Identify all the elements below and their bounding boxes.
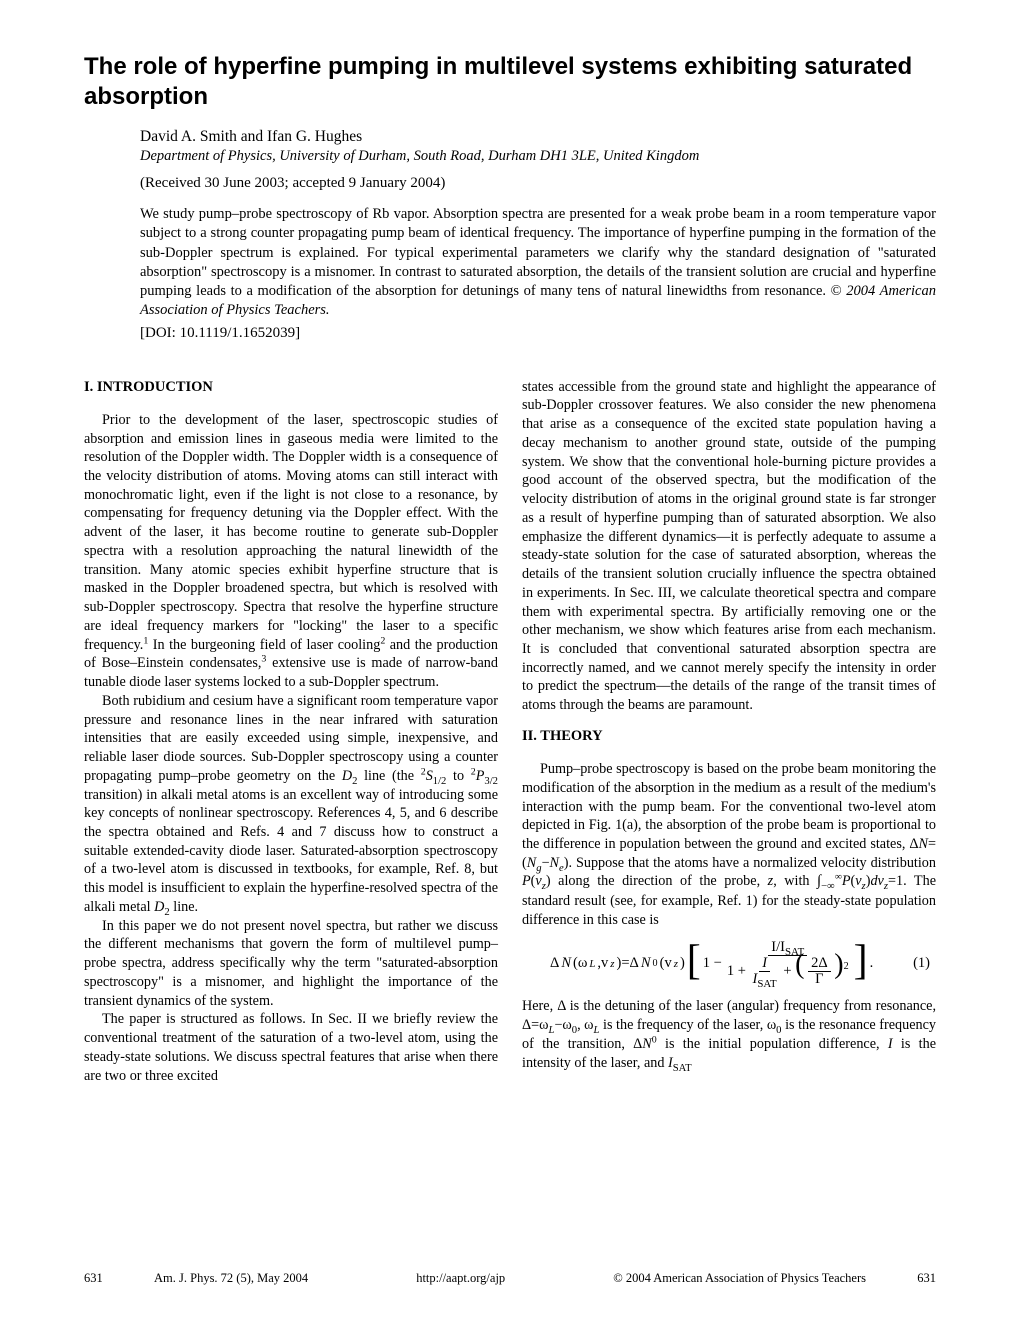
eq-text: ,v — [597, 954, 608, 973]
eq-text: 1 + — [727, 963, 746, 979]
two-column-body: I. INTRODUCTION Prior to the development… — [84, 378, 936, 1086]
eq-text: . — [870, 954, 874, 973]
eq-text: ) — [680, 954, 685, 973]
affiliation: Department of Physics, University of Dur… — [140, 148, 936, 165]
body-text: to — [446, 768, 470, 784]
body-text: line. — [170, 899, 198, 915]
fraction: I ISAT — [750, 956, 780, 987]
doi: [DOI: 10.1119/1.1652039] — [140, 325, 936, 342]
body-text: is the initial population difference, — [657, 1036, 888, 1052]
column-left: I. INTRODUCTION Prior to the development… — [84, 378, 498, 1086]
eq-text: Δ — [550, 954, 559, 973]
eq-text: (ω — [573, 954, 587, 973]
eq-text: + — [783, 963, 791, 979]
body-text: transition) in alkali metal atoms is an … — [84, 787, 498, 915]
eq-text: 1 − — [703, 954, 722, 973]
page-number-left: 631 — [84, 1271, 124, 1286]
paragraph: In this paper we do not present novel sp… — [84, 917, 498, 1011]
eq-text: )=Δ — [617, 954, 639, 973]
body-text: , with — [773, 873, 817, 889]
paren-icon: ( — [795, 949, 804, 980]
bracket-icon: [ — [687, 947, 701, 976]
paren-icon: ) — [834, 949, 843, 980]
body-text: is the frequency of the laser, ω — [599, 1017, 776, 1033]
eq-text: 2 — [844, 961, 849, 972]
journal-url: http://aapt.org/ajp — [308, 1271, 613, 1286]
paragraph: Here, Δ is the detuning of the laser (an… — [522, 997, 936, 1072]
abstract-text: We study pump–probe spectroscopy of Rb v… — [140, 206, 936, 299]
section-heading-theory: II. THEORY — [522, 727, 936, 746]
body-text: Pump–probe spectroscopy is based on the … — [522, 761, 936, 852]
paragraph: Prior to the development of the laser, s… — [84, 411, 498, 692]
eq-text: I — [762, 955, 767, 971]
paragraph: The paper is structured as follows. In S… — [84, 1010, 498, 1085]
received-dates: (Received 30 June 2003; accepted 9 Janua… — [140, 175, 936, 192]
body-text: along the direction of the probe, — [551, 873, 768, 889]
body-text: , ω — [577, 1017, 593, 1033]
authors: David A. Smith and Ifan G. Hughes — [140, 128, 936, 146]
journal-info: Am. J. Phys. 72 (5), May 2004 — [154, 1271, 308, 1286]
body-text: Prior to the development of the laser, s… — [84, 412, 498, 653]
article-title: The role of hyperfine pumping in multile… — [84, 52, 936, 112]
paragraph: Pump–probe spectroscopy is based on the … — [522, 760, 936, 930]
eq-text: 2Δ — [808, 956, 831, 972]
body-text: . Suppose that the atoms have a normaliz… — [568, 855, 936, 871]
body-text: line (the — [357, 768, 420, 784]
page-footer: 631 Am. J. Phys. 72 (5), May 2004 http:/… — [84, 1271, 936, 1286]
body-text: In the burgeoning field of laser cooling — [148, 637, 380, 653]
equation-1: ΔN(ωL,vz)=ΔN0(vz) [ 1 − I/ISAT 1 + I ISA… — [550, 940, 936, 988]
paragraph: Both rubidium and cesium have a signific… — [84, 692, 498, 917]
bracket-icon: ] — [854, 947, 868, 976]
column-right: states accessible from the ground state … — [522, 378, 936, 1086]
fraction: 2Δ Γ — [808, 956, 831, 987]
eq-text: (v — [660, 954, 672, 973]
section-heading-introduction: I. INTRODUCTION — [84, 378, 498, 397]
authors-block: David A. Smith and Ifan G. Hughes Depart… — [84, 128, 936, 342]
equation-body: ΔN(ωL,vz)=ΔN0(vz) [ 1 − I/ISAT 1 + I ISA… — [550, 940, 873, 988]
eq-text: Γ — [812, 972, 826, 987]
body-text: −ω — [554, 1017, 571, 1033]
fraction: I/ISAT 1 + I ISAT + ( 2Δ Γ — [724, 940, 852, 988]
eq-text: I/I — [771, 939, 785, 955]
body-text: Both rubidium and cesium have a signific… — [84, 693, 498, 784]
paragraph: states accessible from the ground state … — [522, 378, 936, 715]
equation-number: (1) — [913, 954, 936, 973]
abstract: We study pump–probe spectroscopy of Rb v… — [140, 205, 936, 321]
page-number-right: 631 — [896, 1271, 936, 1286]
footer-copyright: © 2004 American Association of Physics T… — [613, 1271, 866, 1286]
